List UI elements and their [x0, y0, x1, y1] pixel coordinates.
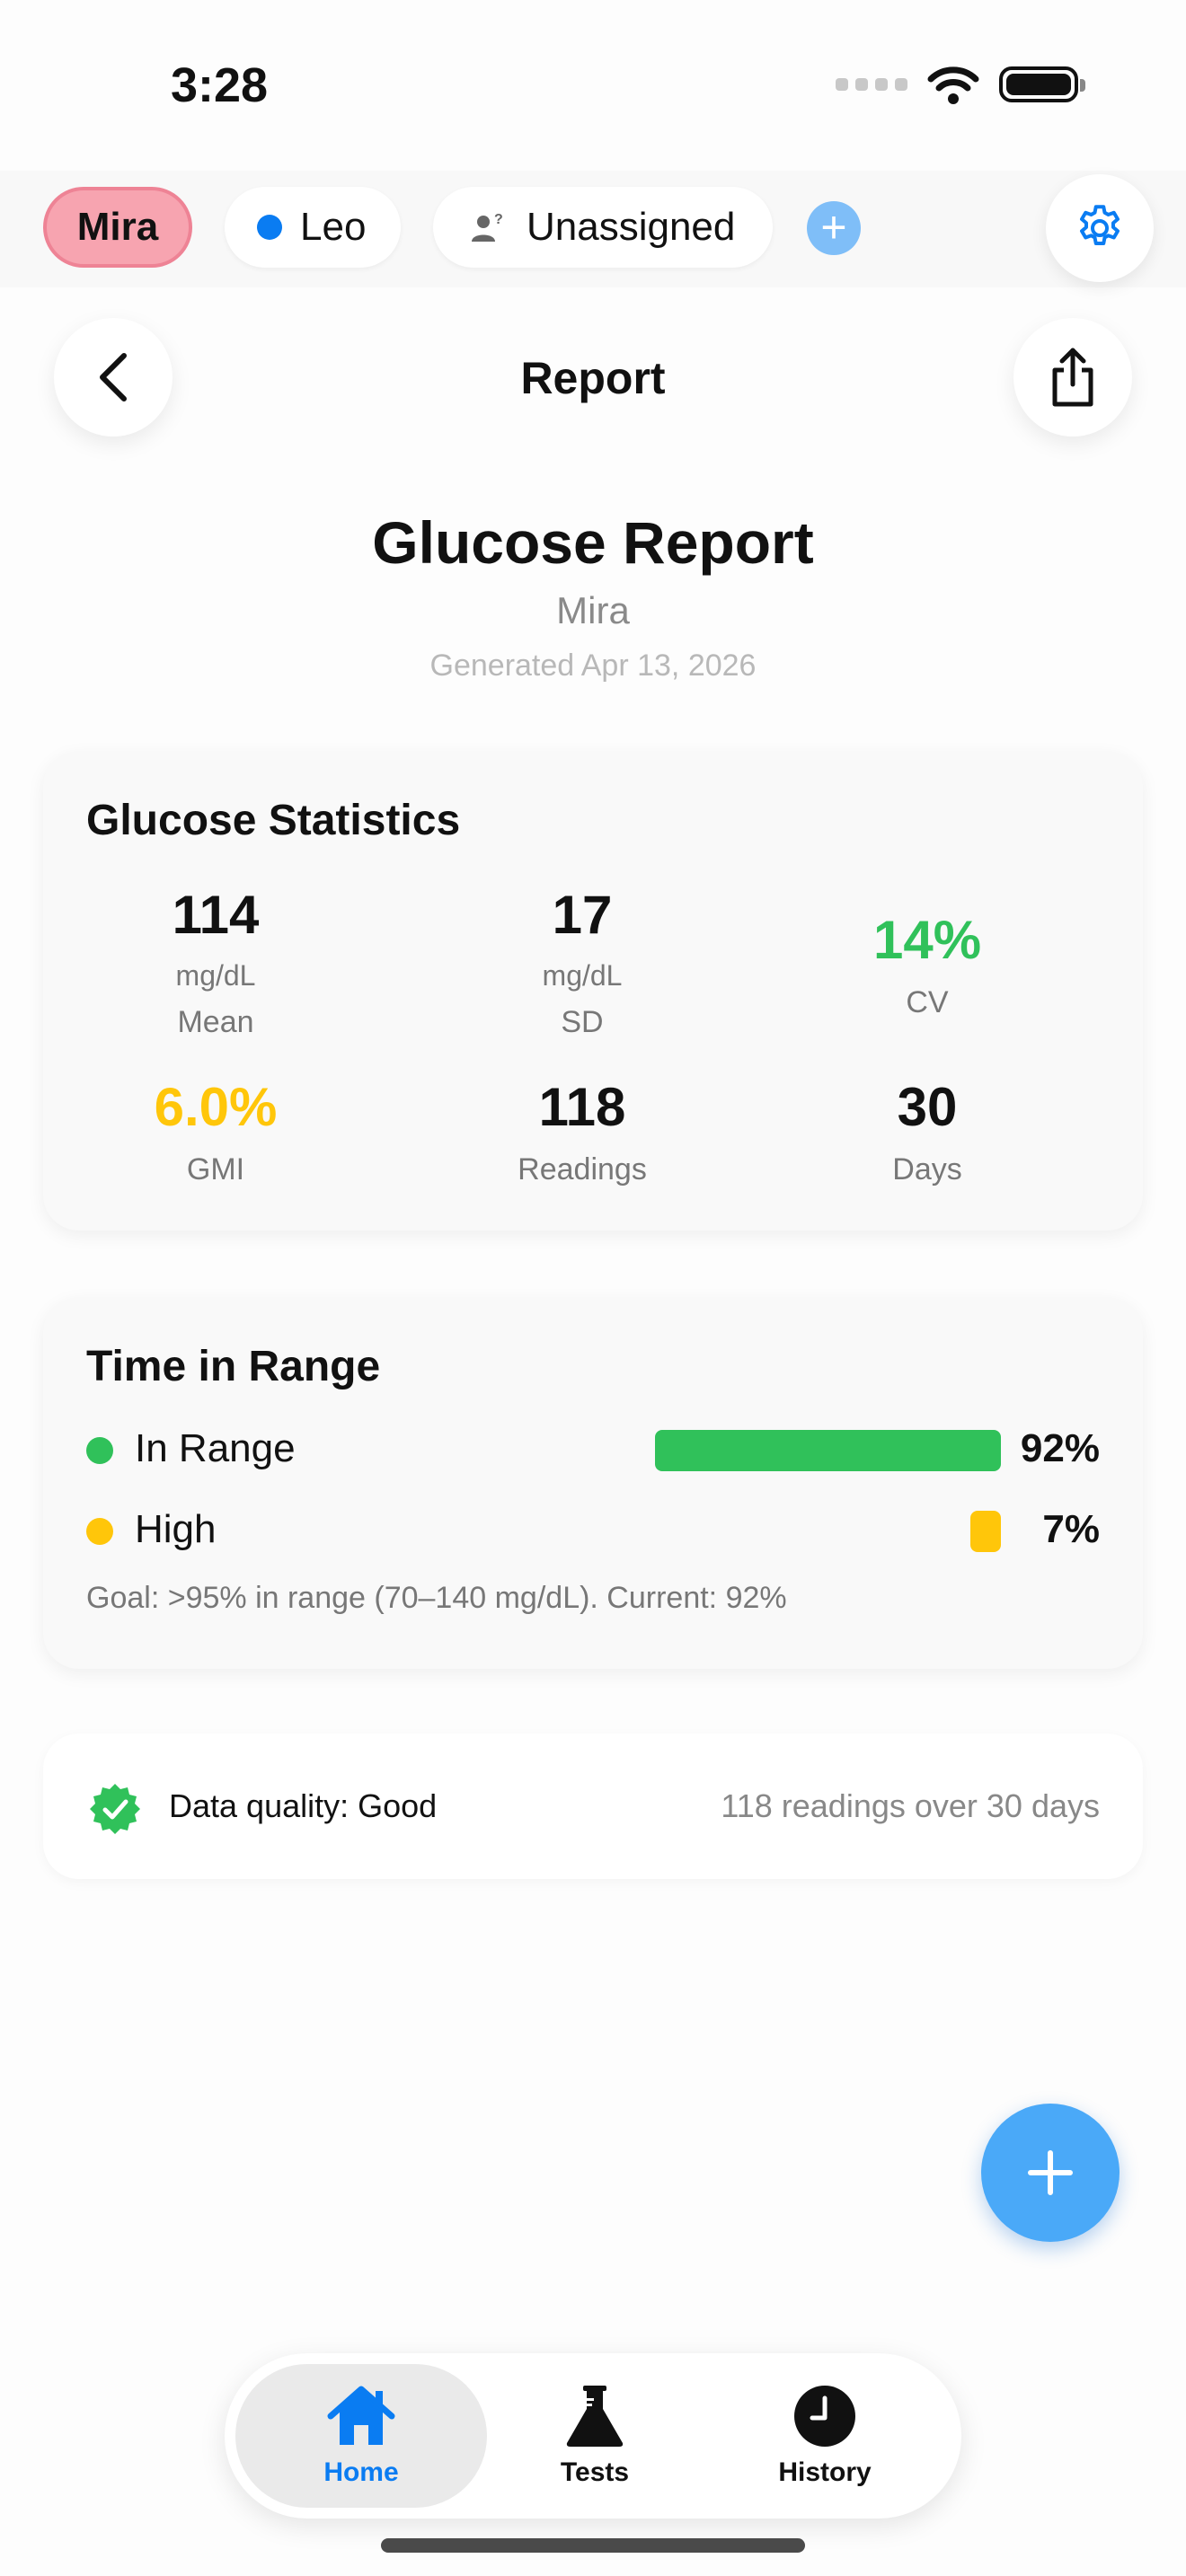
stat-sd: 17 mg/dL SD — [410, 884, 755, 1040]
wifi-icon — [927, 66, 979, 104]
data-quality-summary: 118 readings over 30 days — [721, 1787, 1100, 1824]
stat-value: 30 — [897, 1077, 958, 1137]
profile-chip-mira[interactable]: Mira — [43, 187, 192, 268]
profile-color-dot — [257, 215, 282, 240]
stat-days: 30 Days — [755, 1076, 1100, 1187]
range-bar-track — [625, 1430, 1001, 1471]
stat-label: Readings — [518, 1152, 647, 1187]
stat-label: SD — [561, 1005, 604, 1039]
flask-icon — [566, 2386, 624, 2447]
report-profile-name: Mira — [556, 589, 630, 631]
house-icon — [327, 2386, 395, 2445]
stat-gmi: 6.0% GMI — [43, 1076, 388, 1187]
tab-label: Home — [323, 2457, 399, 2487]
range-color-dot — [86, 1437, 113, 1464]
add-reading-button[interactable] — [981, 2104, 1120, 2242]
range-bar — [655, 1430, 1001, 1471]
profile-chip-label: Unassigned — [527, 205, 736, 249]
stat-value: 118 — [538, 1077, 626, 1137]
home-indicator — [381, 2538, 805, 2553]
range-percent: 7% — [1042, 1507, 1100, 1551]
time-in-range-card: Time in Range In Range 92% High 7% Goal:… — [43, 1297, 1143, 1669]
battery-icon — [999, 66, 1085, 102]
share-button[interactable] — [1013, 318, 1132, 437]
glucose-statistics-card: Glucose Statistics 114 mg/dL Mean 17 mg/… — [43, 751, 1143, 1231]
cellular-signal-icon — [836, 78, 907, 91]
stat-label: GMI — [186, 1152, 245, 1187]
stat-unit: mg/dL — [175, 959, 256, 992]
profile-chip-leo[interactable]: Leo — [225, 187, 401, 268]
status-time: 3:28 — [171, 58, 269, 112]
stat-cv: 14% CV — [755, 909, 1100, 1020]
range-row-in-range: In Range 92% — [86, 1423, 1100, 1477]
profile-chip-label: Mira — [76, 205, 159, 249]
stat-value: 17 — [552, 885, 613, 945]
tab-home[interactable]: Home — [235, 2364, 487, 2508]
card-title: Glucose Statistics — [86, 797, 461, 844]
verified-badge-icon — [90, 1784, 140, 1834]
tab-label: Tests — [560, 2457, 630, 2487]
stat-value: 114 — [172, 885, 260, 945]
unknown-person-icon: ? — [472, 212, 503, 242]
plus-icon — [1028, 2150, 1073, 2195]
data-quality-label: Data quality: Good — [169, 1787, 438, 1824]
chevron-left-icon — [100, 353, 127, 401]
range-label: High — [135, 1507, 217, 1551]
profile-chip-label: Leo — [300, 205, 367, 249]
status-indicators — [836, 65, 1085, 104]
settings-button[interactable] — [1046, 174, 1154, 282]
report-generated-date: Generated Apr 13, 2026 — [429, 648, 757, 683]
tab-bar: Home Tests History — [225, 2353, 961, 2519]
stat-value: 6.0% — [154, 1077, 278, 1137]
stat-label: Days — [892, 1152, 962, 1187]
stat-value: 14% — [872, 910, 982, 970]
add-profile-button[interactable]: + — [807, 201, 861, 255]
stat-unit: mg/dL — [542, 959, 623, 992]
svg-text:?: ? — [494, 212, 503, 227]
stat-label: CV — [906, 985, 949, 1019]
range-color-dot — [86, 1518, 113, 1545]
share-icon — [1052, 348, 1093, 407]
tab-label: History — [778, 2457, 872, 2487]
page-title: Report — [520, 353, 666, 403]
range-bar-track — [625, 1511, 1001, 1552]
range-percent: 92% — [1020, 1426, 1100, 1470]
stat-readings: 118 Readings — [410, 1076, 755, 1187]
range-row-high: High 7% — [86, 1504, 1100, 1557]
range-bar — [970, 1511, 1001, 1552]
back-button[interactable] — [54, 318, 173, 437]
report-title: Glucose Report — [372, 509, 814, 576]
card-title: Time in Range — [86, 1343, 381, 1390]
clock-icon — [794, 2386, 855, 2447]
profile-chip-unassigned[interactable]: ? Unassigned — [433, 187, 773, 268]
tab-history[interactable]: History — [699, 2364, 951, 2508]
stat-mean: 114 mg/dL Mean — [43, 884, 388, 1040]
gear-icon — [1080, 205, 1120, 245]
profile-selector: Mira Leo ? Unassigned + — [0, 171, 1186, 287]
stat-label: Mean — [177, 1005, 254, 1039]
data-quality-card: Data quality: Good 118 readings over 30 … — [43, 1734, 1143, 1879]
tab-tests[interactable]: Tests — [469, 2364, 721, 2508]
range-goal-text: Goal: >95% in range (70–140 mg/dL). Curr… — [86, 1581, 787, 1615]
range-label: In Range — [135, 1426, 296, 1470]
